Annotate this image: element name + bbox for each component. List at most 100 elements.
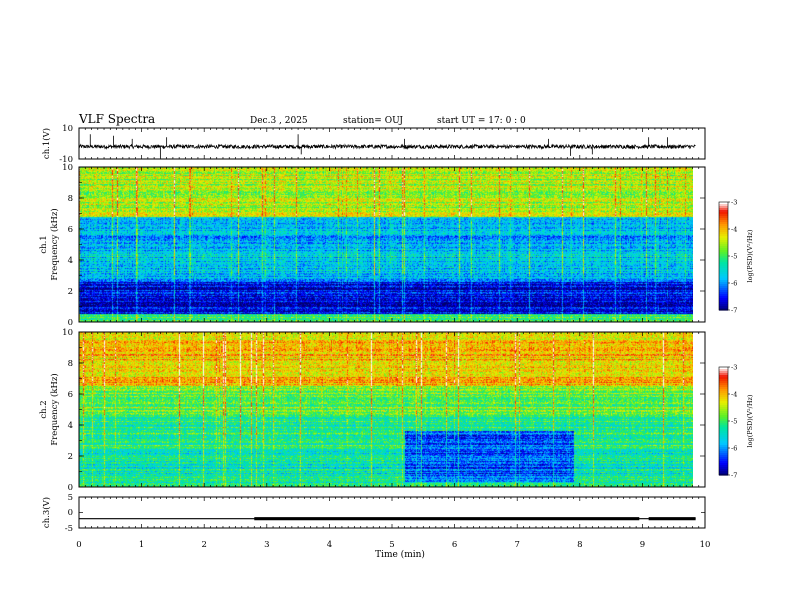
colorbar-tick-label: -7 <box>731 307 737 315</box>
colorbar-swatch <box>719 248 728 251</box>
colorbar-swatch <box>719 433 728 436</box>
colorbar-swatch <box>719 244 728 247</box>
colorbar-swatch <box>719 399 728 402</box>
colorbar-swatch <box>719 375 728 378</box>
freq-tick-label: 0 <box>68 318 73 328</box>
colorbar-swatch <box>719 473 728 476</box>
colorbar-swatch <box>719 280 728 283</box>
start-time-label: start UT = 17: 0 : 0 <box>437 116 526 126</box>
colorbar-swatch <box>719 371 728 374</box>
colorbar-swatch <box>719 288 728 291</box>
colorbar-swatch <box>719 266 728 269</box>
colorbar-swatch <box>719 242 728 245</box>
ch2-spec-ylabel-line1: ch.2 <box>39 400 49 418</box>
freq-tick-label: 2 <box>68 452 73 462</box>
time-tick-label: 3 <box>264 540 269 550</box>
time-tick-label: 0 <box>76 540 81 550</box>
colorbar-swatch <box>719 282 728 285</box>
colorbar-label: log(PSD)(V²/Hz) <box>746 229 754 282</box>
ch2-spectrogram-image <box>79 332 693 487</box>
colorbar-swatch <box>719 272 728 275</box>
colorbar-swatch <box>719 292 728 295</box>
colorbar-swatch <box>719 298 728 301</box>
ch3-ytick-top: 5 <box>68 493 73 503</box>
colorbar-swatch <box>719 278 728 281</box>
colorbar-swatch <box>719 260 728 263</box>
colorbar-swatch <box>719 212 728 215</box>
colorbar-swatch <box>719 202 728 205</box>
ch1-spectrogram-image <box>79 167 693 322</box>
colorbar-swatch <box>719 369 728 372</box>
ch3-trigger-frame <box>78 496 706 529</box>
colorbar-swatch <box>719 262 728 265</box>
colorbar-swatch <box>719 214 728 217</box>
colorbar-swatch <box>719 411 728 414</box>
colorbar-swatch <box>719 218 728 221</box>
ch3-trigger-panel: 5 0 -5 ch.3(V) <box>41 493 706 534</box>
time-tick-label: 10 <box>700 540 711 550</box>
ch2-spec-ylabel-line2: Frequency (kHz) <box>49 373 60 445</box>
ch1-waveform-panel: 10 -10 ch.1(V) <box>41 124 706 165</box>
ch1-waveform-line <box>78 134 696 158</box>
ch1-ytick-bottom: -10 <box>59 155 73 165</box>
time-axis-label: Time (min) <box>375 549 425 560</box>
colorbar-swatch <box>719 216 728 219</box>
ch1-waveform-frame <box>78 127 706 160</box>
colorbar-swatch <box>719 379 728 382</box>
date-label: Dec.3 , 2025 <box>250 116 308 126</box>
freq-tick-label: 10 <box>62 328 73 338</box>
freq-tick-label: 0 <box>68 483 73 493</box>
colorbar-swatch <box>719 445 728 448</box>
freq-tick-label: 6 <box>68 225 73 235</box>
colorbar-swatch <box>719 302 728 305</box>
freq-tick-label: 6 <box>68 390 73 400</box>
colorbar-swatch <box>719 300 728 303</box>
colorbar-swatch <box>719 453 728 456</box>
colorbar-swatch <box>719 220 728 223</box>
colorbar-swatch <box>719 423 728 426</box>
colorbar-swatch <box>719 294 728 297</box>
time-tick-label: 2 <box>201 540 206 550</box>
colorbar-swatch <box>719 397 728 400</box>
colorbar-swatch <box>719 373 728 376</box>
colorbar-swatch <box>719 421 728 424</box>
freq-tick-label: 2 <box>68 287 73 297</box>
colorbar-swatch <box>719 407 728 410</box>
colorbar-swatch <box>719 256 728 259</box>
freq-tick-label: 10 <box>62 163 73 173</box>
colorbar-tick-label: -7 <box>731 472 737 480</box>
colorbar-swatch <box>719 308 728 311</box>
colorbar-tick-label: -4 <box>731 391 737 399</box>
colorbar-swatch <box>719 270 728 273</box>
colorbar-swatch <box>719 304 728 307</box>
colorbar-swatch <box>719 385 728 388</box>
freq-tick-label: 8 <box>68 194 73 204</box>
ch1-spec-ylabel-line2: Frequency (kHz) <box>49 208 60 280</box>
colorbar-swatch <box>719 306 728 309</box>
colorbar-swatch <box>719 387 728 390</box>
colorbar-swatch <box>719 465 728 468</box>
colorbar-swatch <box>719 230 728 233</box>
colorbar-swatch <box>719 226 728 229</box>
colorbar-swatch <box>719 463 728 466</box>
colorbar-swatch <box>719 367 728 370</box>
colorbar-swatch <box>719 284 728 287</box>
colorbar-tick-label: -5 <box>731 418 737 426</box>
colorbar-swatch <box>719 238 728 241</box>
ch2-spectrogram-panel: 0 2 4 6 8 10 ch.2 Frequency (kHz) -3 -4 -5 -6 -7 l… <box>39 328 754 493</box>
station-label: station= OUJ <box>343 116 403 126</box>
colorbar-swatch <box>719 252 728 255</box>
colorbar-swatch <box>719 417 728 420</box>
colorbar-swatch <box>719 401 728 404</box>
time-tick-label: 8 <box>577 540 582 550</box>
colorbar-swatch <box>719 377 728 380</box>
colorbar-swatch <box>719 268 728 271</box>
colorbar-swatch <box>719 449 728 452</box>
colorbar-swatch <box>719 419 728 422</box>
freq-tick-label: 4 <box>68 256 73 266</box>
colorbar-swatch <box>719 224 728 227</box>
colorbar-swatch <box>719 439 728 442</box>
colorbar-swatch <box>719 274 728 277</box>
colorbar-swatch <box>719 457 728 460</box>
